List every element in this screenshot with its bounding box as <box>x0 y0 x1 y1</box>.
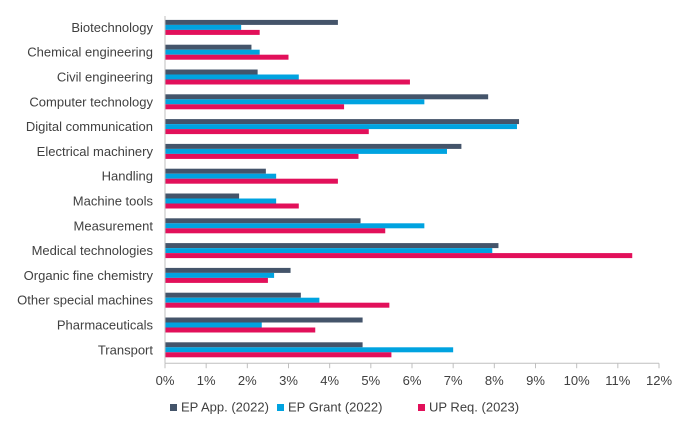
legend-label-2: EP Grant (2022) <box>288 400 382 415</box>
bar-3-7 <box>165 178 338 184</box>
category-label: Chemical engineering <box>27 45 153 60</box>
bar-3-14 <box>165 352 392 358</box>
category-label: Measurement <box>74 218 154 233</box>
category-label: Handling <box>102 169 153 184</box>
x-tick-label: 10% <box>564 373 590 388</box>
category-label: Electrical machinery <box>37 144 154 159</box>
category-label: Pharmaceuticals <box>57 318 154 333</box>
bar-3-10 <box>165 253 633 259</box>
bar-3-5 <box>165 129 369 135</box>
legend-swatch-2 <box>277 404 284 411</box>
category-label: Computer technology <box>29 94 153 109</box>
legend: EP App. (2022) EP Grant (2022) UP Req. (20… <box>170 400 519 415</box>
bar-3-13 <box>165 327 316 333</box>
x-tick-label: 6% <box>403 373 422 388</box>
bar-2-4 <box>165 99 425 105</box>
bar-2-6 <box>165 148 447 154</box>
bars-layer <box>165 19 633 358</box>
bar-1-7 <box>165 168 266 174</box>
bar-2-1 <box>165 24 242 30</box>
category-label: Medical technologies <box>32 243 154 258</box>
bar-2-5 <box>165 124 517 130</box>
bar-2-10 <box>165 248 493 254</box>
category-label: Transport <box>98 342 154 357</box>
bar-2-3 <box>165 74 299 80</box>
bar-3-12 <box>165 302 390 308</box>
category-label: Machine tools <box>73 194 154 209</box>
x-tick-label: 11% <box>605 373 630 388</box>
bar-2-8 <box>165 198 277 204</box>
bar-2-12 <box>165 297 320 303</box>
legend-label-3: UP Req. (2023) <box>429 400 519 415</box>
bar-2-14 <box>165 347 454 353</box>
x-tick-label: 7% <box>444 373 463 388</box>
bar-2-13 <box>165 322 262 328</box>
bar-1-13 <box>165 317 363 323</box>
bar-1-1 <box>165 19 338 25</box>
bar-1-4 <box>165 94 489 100</box>
bar-1-10 <box>165 243 499 249</box>
category-labels: Biotechnology Chemical engineering Civil e… <box>17 20 153 357</box>
bar-1-2 <box>165 44 252 50</box>
bar-2-11 <box>165 272 275 278</box>
bar-3-11 <box>165 277 268 283</box>
category-label: Civil engineering <box>57 70 153 85</box>
bar-1-6 <box>165 143 462 149</box>
category-label: Biotechnology <box>71 20 153 35</box>
x-tick-label: 12% <box>646 373 672 388</box>
x-tick-label: 3% <box>279 373 298 388</box>
bar-2-7 <box>165 173 277 179</box>
bar-2-9 <box>165 223 425 229</box>
x-tick-label: 2% <box>238 373 257 388</box>
bar-1-5 <box>165 119 520 125</box>
x-tick-label: 4% <box>320 373 339 388</box>
bar-2-2 <box>165 49 260 55</box>
bar-1-9 <box>165 218 361 224</box>
x-tick-label: 5% <box>361 373 380 388</box>
category-label: Organic fine chemistry <box>24 268 154 283</box>
bar-3-2 <box>165 54 289 60</box>
bar-3-1 <box>165 29 260 35</box>
bar-1-8 <box>165 193 240 199</box>
bar-1-12 <box>165 292 301 298</box>
category-label: Other special machines <box>17 293 153 308</box>
legend-swatch-3 <box>418 404 425 411</box>
legend-label-1: EP App. (2022) <box>181 400 269 415</box>
x-tick-label: 0% <box>156 373 175 388</box>
x-axis-ticks: 0% 1% 2% 3% 4% 5% 6% 7% 8% 9% 10% 11% 12% <box>156 363 672 388</box>
bar-3-3 <box>165 79 410 85</box>
bar-3-9 <box>165 228 386 234</box>
x-tick-label: 9% <box>526 373 545 388</box>
bar-3-8 <box>165 203 299 209</box>
bar-1-3 <box>165 69 258 75</box>
legend-swatch-1 <box>170 404 177 411</box>
bar-3-4 <box>165 104 345 110</box>
x-tick-label: 8% <box>485 373 504 388</box>
bar-1-11 <box>165 267 291 273</box>
x-tick-label: 1% <box>197 373 216 388</box>
category-label: Digital communication <box>26 119 153 134</box>
bar-3-6 <box>165 153 359 159</box>
bar-1-14 <box>165 342 363 348</box>
